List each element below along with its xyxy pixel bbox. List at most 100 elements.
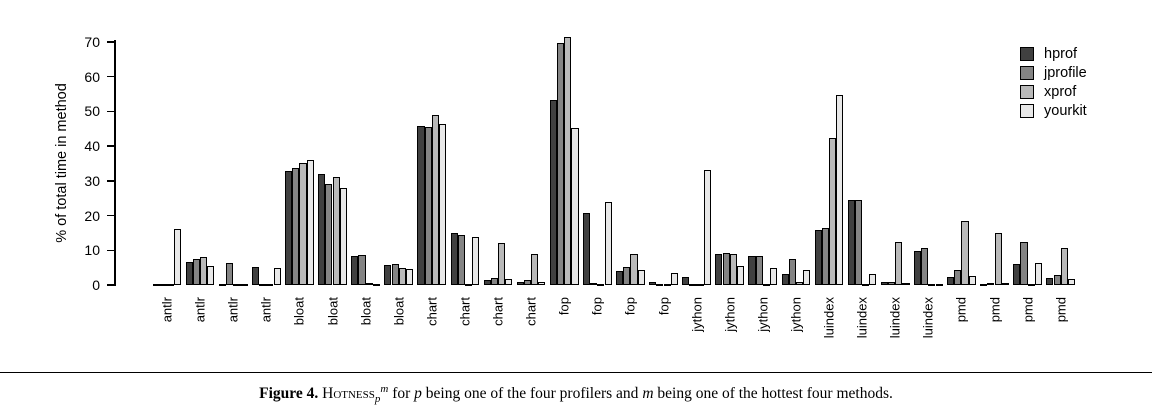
x-axis-label-jython-2: jython bbox=[722, 297, 738, 332]
bar-hprof-fop-2 bbox=[582, 212, 591, 285]
x-axis-label-chart-4: chart bbox=[523, 297, 539, 326]
bar-chart: % of total time in method hprof jprofile x… bbox=[54, 34, 1087, 339]
bar-hprof-fop-3 bbox=[616, 271, 624, 285]
bar-jprofile-jython-2 bbox=[722, 252, 730, 285]
legend-item-jprofile: jprofile bbox=[1020, 66, 1087, 80]
bar-xprof-jython-4 bbox=[795, 281, 804, 285]
bar-jprofile-pmd-4 bbox=[1053, 274, 1061, 285]
bar-jprofile-fop-4 bbox=[656, 283, 664, 286]
x-axis-label-luindex-4: luindex bbox=[920, 297, 936, 339]
bar-jprofile-antlr-3 bbox=[226, 263, 234, 285]
bar-xprof-chart-2 bbox=[464, 283, 473, 286]
bar-yourkit-antlr-4 bbox=[273, 268, 281, 285]
bar-jprofile-jython-4 bbox=[788, 259, 796, 285]
bar-jprofile-chart-2 bbox=[457, 235, 465, 285]
bar-jprofile-luindex-1 bbox=[821, 228, 829, 285]
y-tick-mark bbox=[107, 214, 114, 217]
y-tick-label: 40 bbox=[84, 138, 100, 155]
x-axis-label-fop-3: fop bbox=[622, 297, 638, 316]
x-axis-label-fop-1: fop bbox=[556, 297, 572, 316]
bar-jprofile-luindex-4 bbox=[921, 247, 929, 285]
bar-hprof-pmd-4 bbox=[1046, 278, 1054, 285]
bar-xprof-jython-1 bbox=[696, 283, 704, 286]
y-tick-label: 70 bbox=[84, 34, 100, 50]
bar-yourkit-bloat-4 bbox=[405, 269, 414, 285]
bar-jprofile-jython-1 bbox=[689, 283, 697, 286]
bar-hprof-chart-3 bbox=[483, 279, 491, 285]
figure-label: Figure 4. bbox=[259, 385, 319, 403]
bar-hprof-bloat-3 bbox=[351, 256, 359, 285]
bar-yourkit-luindex-1 bbox=[836, 95, 844, 285]
bar-xprof-bloat-1 bbox=[299, 162, 307, 285]
bar-yourkit-chart-2 bbox=[472, 236, 480, 285]
bar-jprofile-bloat-4 bbox=[391, 263, 399, 285]
legend-label: jprofile bbox=[1044, 65, 1087, 81]
bar-hprof-jython-4 bbox=[781, 274, 789, 285]
legend: hprof jprofile xprof yourkit bbox=[1020, 47, 1087, 118]
bar-jprofile-pmd-2 bbox=[987, 282, 995, 285]
bar-hprof-antlr-4 bbox=[251, 266, 260, 285]
bar-yourkit-antlr-2 bbox=[207, 265, 215, 285]
bar-xprof-antlr-2 bbox=[200, 257, 208, 285]
bar-jprofile-chart-3 bbox=[490, 278, 498, 285]
x-axis-label-luindex-2: luindex bbox=[854, 297, 870, 339]
x-axis-label-bloat-2: bloat bbox=[325, 297, 340, 326]
bar-yourkit-fop-2 bbox=[604, 202, 612, 285]
y-tick-label: 60 bbox=[84, 68, 100, 85]
bar-yourkit-chart-3 bbox=[505, 279, 513, 285]
y-tick-label: 30 bbox=[84, 172, 100, 189]
x-axis-label-bloat-3: bloat bbox=[358, 297, 374, 326]
x-axis-label-chart-2: chart bbox=[457, 297, 473, 326]
bar-yourkit-bloat-3 bbox=[372, 283, 380, 286]
bar-xprof-fop-4 bbox=[663, 283, 671, 286]
x-axis-label-pmd-4: pmd bbox=[1053, 297, 1069, 323]
bar-xprof-pmd-4 bbox=[1060, 248, 1068, 285]
legend-item-hprof: hprof bbox=[1020, 47, 1087, 61]
bar-jprofile-bloat-3 bbox=[358, 255, 366, 285]
legend-item-xprof: xprof bbox=[1020, 85, 1087, 99]
bar-hprof-pmd-1 bbox=[947, 276, 955, 285]
bar-xprof-fop-3 bbox=[630, 254, 638, 285]
bar-yourkit-chart-4 bbox=[538, 281, 546, 285]
bar-yourkit-antlr-3 bbox=[240, 283, 248, 286]
bar-hprof-jython-3 bbox=[748, 256, 756, 285]
bar-hprof-antlr-1 bbox=[152, 283, 160, 286]
y-axis-line bbox=[114, 40, 116, 286]
y-tick-mark bbox=[107, 41, 114, 43]
bar-yourkit-luindex-2 bbox=[869, 273, 877, 285]
bar-jprofile-chart-4 bbox=[523, 280, 532, 285]
bar-jprofile-pmd-1 bbox=[954, 270, 962, 285]
x-axis-label-pmd-2: pmd bbox=[987, 297, 1002, 323]
y-tick-label: 0 bbox=[92, 277, 100, 293]
legend-label: yourkit bbox=[1044, 103, 1087, 119]
x-axis-label-bloat-4: bloat bbox=[391, 297, 407, 326]
bar-yourkit-luindex-4 bbox=[935, 283, 943, 286]
bar-jprofile-fop-2 bbox=[590, 283, 598, 286]
bar-hprof-jython-2 bbox=[715, 253, 723, 285]
x-axis-label-fop-4: fop bbox=[656, 297, 671, 316]
legend-swatch-jprofile bbox=[1020, 66, 1034, 80]
bar-yourkit-bloat-2 bbox=[339, 187, 347, 285]
caption-divider bbox=[0, 372, 1152, 374]
bar-yourkit-jython-4 bbox=[803, 270, 811, 285]
bar-jprofile-antlr-1 bbox=[159, 283, 167, 286]
bar-yourkit-bloat-1 bbox=[306, 160, 314, 285]
bar-yourkit-pmd-2 bbox=[1001, 283, 1009, 286]
x-axis-label-bloat-1: bloat bbox=[291, 297, 307, 326]
bar-xprof-luindex-4 bbox=[928, 283, 936, 286]
bar-xprof-antlr-4 bbox=[266, 283, 274, 286]
bar-xprof-chart-3 bbox=[498, 243, 506, 285]
bar-jprofile-luindex-3 bbox=[888, 281, 896, 285]
bar-hprof-luindex-2 bbox=[847, 200, 855, 285]
bar-jprofile-fop-3 bbox=[623, 266, 631, 285]
legend-item-yourkit: yourkit bbox=[1020, 104, 1087, 118]
bar-yourkit-fop-1 bbox=[571, 128, 579, 285]
y-tick-mark bbox=[107, 145, 114, 147]
figure-caption: Figure 4. Hotnesspm for p being one of t… bbox=[0, 378, 1152, 408]
bar-yourkit-jython-3 bbox=[770, 267, 778, 285]
x-axis-label-fop-2: fop bbox=[589, 297, 605, 316]
y-tick-label: 50 bbox=[84, 103, 100, 120]
bar-jprofile-luindex-2 bbox=[854, 199, 863, 285]
caption-text: Hotnesspm for p being one of the four pr… bbox=[322, 383, 893, 406]
y-tick-label: 20 bbox=[84, 207, 100, 224]
